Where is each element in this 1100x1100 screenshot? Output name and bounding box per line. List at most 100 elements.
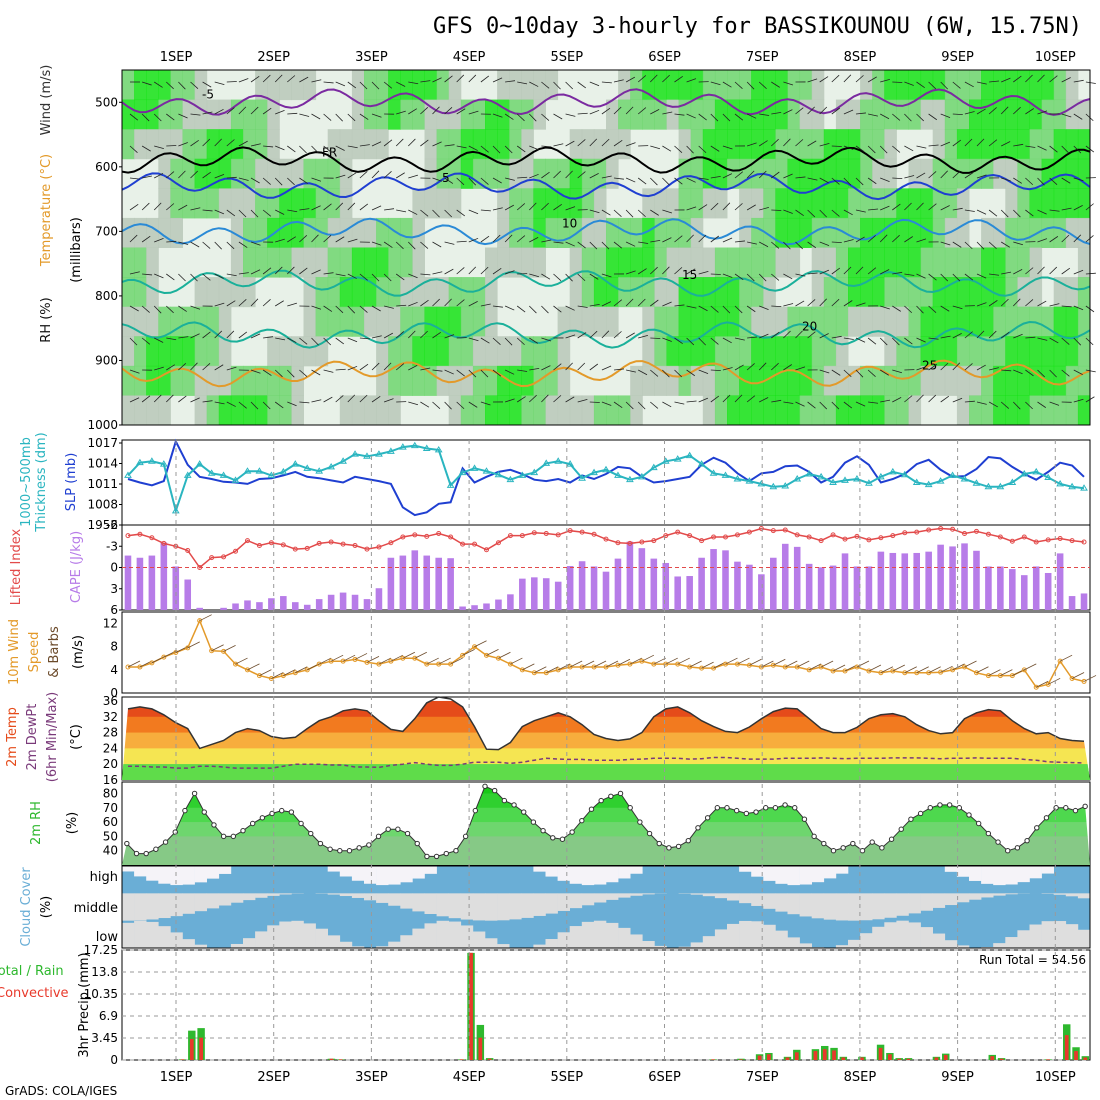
rh-cell xyxy=(739,129,752,160)
rh-cell xyxy=(932,70,946,101)
wind-barb xyxy=(371,273,380,282)
wind-barb xyxy=(746,305,756,313)
wind-barb xyxy=(250,401,259,410)
li-marker xyxy=(890,533,896,539)
wind-barb xyxy=(1049,75,1058,83)
cloud-clear-mid xyxy=(134,893,147,921)
rh-cell xyxy=(1017,277,1030,308)
wind-barb xyxy=(892,397,902,403)
rh-cell xyxy=(376,247,389,278)
cloud-clear-low xyxy=(134,920,147,948)
rh-cell xyxy=(775,395,788,426)
wind-barb xyxy=(190,81,199,89)
precip-convective-bar xyxy=(897,1058,902,1060)
wind-barb xyxy=(517,176,528,179)
wind-barb xyxy=(178,395,187,403)
rh-cell xyxy=(521,395,534,426)
wind-barb xyxy=(783,401,794,404)
wind-barb xyxy=(250,333,261,339)
wind-barb xyxy=(323,305,333,312)
wind-marker xyxy=(842,668,848,674)
thickness-marker xyxy=(960,474,969,482)
li-marker xyxy=(125,533,131,539)
wind-barb xyxy=(928,305,937,313)
rh-cell xyxy=(884,306,897,337)
wind-barb xyxy=(577,273,586,282)
rh-marker xyxy=(482,783,488,789)
wind-barb xyxy=(650,266,658,275)
rh-cell xyxy=(630,395,643,426)
rh-cell xyxy=(618,395,631,426)
wind-barb xyxy=(629,657,643,665)
wind-barb xyxy=(689,660,702,668)
rh-marker xyxy=(898,826,904,832)
wind-barb xyxy=(299,401,310,404)
cape-bar xyxy=(554,581,562,610)
rh-marker xyxy=(269,810,275,817)
rh-cell xyxy=(751,395,764,426)
cape-bar xyxy=(256,602,263,610)
cloud-unit-label: (%) xyxy=(39,896,54,919)
li-marker xyxy=(723,534,729,540)
wind-barb xyxy=(153,305,162,314)
cape-bar xyxy=(578,561,586,610)
wind-barb xyxy=(468,74,477,83)
cloud-clear-high xyxy=(1029,866,1042,879)
wind-barb xyxy=(989,367,999,371)
rh-cell xyxy=(1005,188,1018,219)
wind-barb xyxy=(855,209,866,213)
wind-barb xyxy=(879,145,888,154)
pressure-axis-label: (millibars) xyxy=(69,217,84,283)
isotherm-label: 5 xyxy=(442,171,450,185)
wind-barb xyxy=(250,369,261,374)
wind-barb xyxy=(904,145,914,152)
rh-cell xyxy=(969,129,982,160)
rh-cell xyxy=(303,277,317,308)
li-marker xyxy=(985,531,991,537)
precip-convective-bar xyxy=(832,1050,836,1060)
rh-cell xyxy=(811,129,825,160)
rh-cell xyxy=(448,277,462,308)
rh-cell xyxy=(182,336,196,367)
cloud-clear-high xyxy=(993,866,1006,886)
wind-barb xyxy=(589,81,600,87)
rh-marker xyxy=(598,797,604,804)
rh-cell xyxy=(1065,277,1079,308)
wind-barb xyxy=(831,369,841,376)
thickness-marker xyxy=(434,445,443,453)
cloud-clear-low xyxy=(472,931,486,948)
wind-barb xyxy=(916,238,927,243)
y-tick-label: 1008 xyxy=(87,498,118,512)
wind-barb xyxy=(383,81,393,89)
thickness-marker xyxy=(1056,479,1065,487)
wind-barb xyxy=(710,273,721,275)
wind-barb xyxy=(1073,145,1082,154)
thickness-marker xyxy=(375,450,383,457)
wind-barb xyxy=(734,203,743,211)
rh-cell xyxy=(557,365,571,396)
cloud-clear-low xyxy=(751,921,764,948)
wind-barb xyxy=(952,333,962,339)
y-tick-label: 3 xyxy=(110,582,118,596)
wind-barb xyxy=(601,365,612,371)
cloud-clear-high xyxy=(787,866,800,886)
wind-barb xyxy=(486,649,499,656)
wind-marker xyxy=(316,661,322,667)
wind-barb xyxy=(468,266,477,275)
rh-marker xyxy=(240,827,246,834)
wind10-barbs-label: & Barbs xyxy=(47,626,62,678)
thickness-marker xyxy=(291,460,300,467)
li-marker xyxy=(483,547,489,553)
rh-cell xyxy=(896,70,909,101)
wind-barb xyxy=(928,203,937,211)
thickness-marker xyxy=(303,464,312,471)
cloud-clear-mid xyxy=(630,893,643,896)
wind-barb xyxy=(529,273,540,278)
cloud-clear-high xyxy=(194,866,207,883)
rh-marker xyxy=(1024,837,1030,844)
wind-barb xyxy=(226,241,235,250)
rh-marker xyxy=(695,825,701,831)
wind-barb xyxy=(589,401,600,403)
rh-cell xyxy=(835,217,849,248)
wind-barb xyxy=(541,365,551,371)
